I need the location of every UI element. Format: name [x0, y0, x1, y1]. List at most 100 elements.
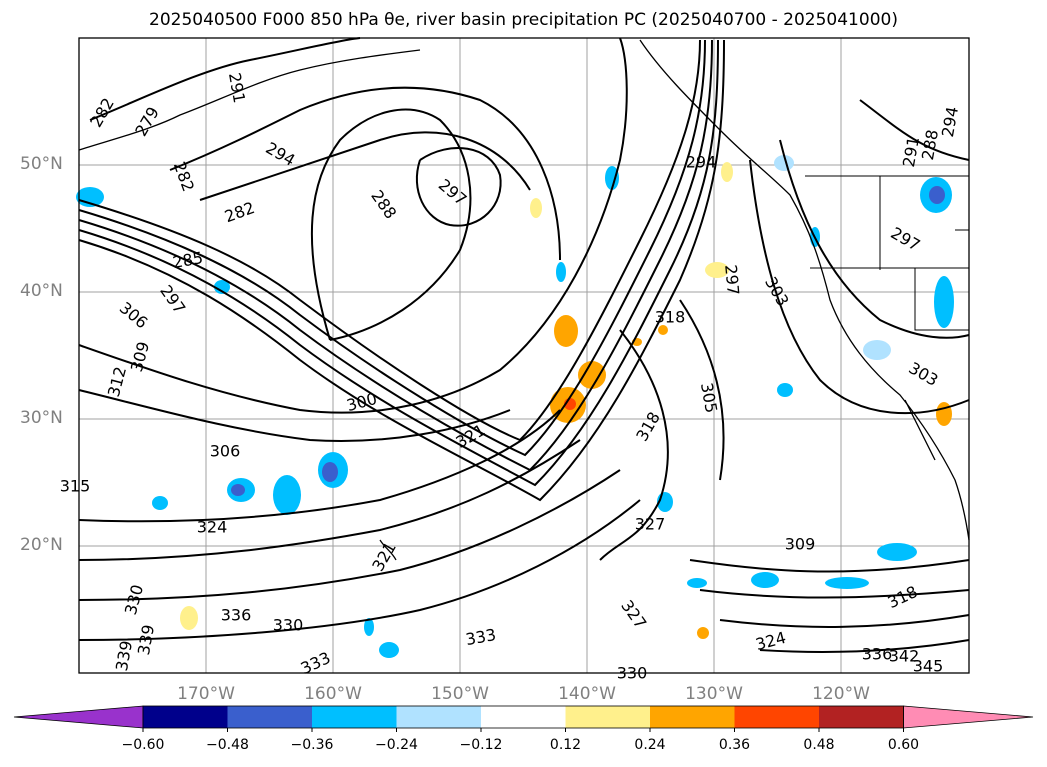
contour-label: 306 [210, 442, 241, 461]
colorbar-swatch [396, 706, 482, 728]
precip-anomaly-blob [705, 262, 729, 278]
colorbar-extend-min [13, 705, 144, 729]
colorbar-tick-label: −0.36 [290, 737, 334, 753]
state-border [914, 268, 969, 331]
colorbar-tick-label: 0.60 [887, 737, 920, 753]
contour-line [749, 159, 970, 415]
contour-line [89, 37, 361, 121]
precip-anomaly-blob [556, 262, 566, 282]
precip-anomaly-blob [273, 475, 301, 515]
lon-label: 150°W [431, 684, 489, 704]
baja-coast [904, 399, 936, 461]
precip-anomaly-blob [687, 578, 707, 588]
colorbar [13, 705, 1034, 732]
precip-anomaly-blob [578, 361, 606, 389]
colorbar-swatch [565, 706, 651, 728]
precip-anomaly-blob [777, 383, 793, 397]
precip-anomaly-blob [554, 315, 578, 347]
contour-line [78, 37, 628, 414]
precip-anomaly-blob [934, 276, 954, 328]
contour-line [199, 131, 531, 201]
precip-anomaly-blob [379, 642, 399, 658]
contour-label: 309 [785, 535, 816, 554]
west-coast-north-america [639, 39, 970, 541]
contour-line [78, 39, 701, 442]
precip-anomaly-blob [877, 543, 917, 561]
hawaii-coast [379, 539, 397, 561]
map-background [79, 38, 969, 673]
contour-label: 324 [197, 518, 228, 537]
contour-label: 294 [686, 153, 717, 172]
contour-line [78, 409, 561, 523]
colorbar-swatch [143, 706, 228, 728]
contour-label: 342 [889, 647, 920, 666]
lon-label: 130°W [685, 684, 743, 704]
colorbar-tick-label: 0.48 [803, 737, 835, 753]
contour-line [679, 299, 725, 481]
colorbar-tick-label: 0.36 [718, 737, 751, 753]
precip-anomaly-blob [721, 162, 733, 182]
contour-line [699, 589, 970, 599]
precip-anomaly-blob [936, 402, 952, 426]
contour-line [599, 329, 669, 561]
colorbar-extend-max [903, 705, 1034, 729]
contour-label: 336 [221, 606, 252, 625]
colorbar-swatch [819, 706, 904, 728]
aleutian-coast [78, 49, 421, 151]
contour-label: 330 [273, 616, 304, 635]
lat-label: 20°N [20, 535, 63, 555]
colorbar-tick-label: 0.24 [634, 737, 666, 753]
colorbar-tick-label: −0.24 [375, 737, 418, 753]
map-title: 2025040500 F000 850 hPa θe, river basin … [149, 10, 898, 30]
contour-line [78, 39, 706, 457]
contour-line [859, 99, 970, 161]
precip-anomaly-blob [863, 340, 891, 360]
map-panel: 282 2792912822942822972882852973063093123… [60, 37, 970, 683]
colorbar-swatch [734, 706, 820, 728]
coastline [78, 39, 970, 561]
contour-line [169, 86, 561, 261]
contour-line [689, 559, 970, 573]
precip-anomaly-blob [751, 572, 779, 588]
contour-line [78, 39, 719, 487]
contour-line [78, 469, 621, 601]
contour-line [779, 139, 970, 339]
precip-anomaly-blob [214, 280, 230, 294]
theta-e-contours [78, 37, 970, 653]
graticule [79, 38, 969, 673]
contour-line [78, 389, 511, 442]
contour-label: 315 [60, 477, 91, 496]
colorbar-tick-label: −0.60 [121, 737, 165, 753]
colorbar-swatch [481, 706, 566, 728]
lon-label: 170°W [177, 684, 235, 704]
lat-label: 40°N [20, 281, 63, 301]
lon-label: 160°W [304, 684, 362, 704]
precip-anomaly-blob [605, 166, 619, 190]
colorbar-tick-label: −0.48 [206, 737, 249, 753]
precip-anomaly-blob [658, 325, 668, 335]
contour-line [759, 639, 970, 653]
lon-label: 120°W [812, 684, 870, 704]
contour-label: 336 [862, 645, 893, 664]
contour-label: 297 [721, 264, 743, 296]
contour-line [78, 39, 725, 502]
precip-anomaly-blob [530, 198, 542, 218]
precip-anomaly-blob [364, 618, 374, 636]
precip-anomaly-blob [774, 155, 794, 171]
contour-line [719, 614, 970, 628]
contour-line [415, 147, 502, 227]
precip-anomaly-blob [929, 186, 945, 204]
lat-label: 50°N [20, 154, 63, 174]
precip-anomaly-blob [152, 496, 168, 510]
contour-label: 318 [655, 308, 686, 327]
contour-line [78, 439, 581, 561]
colorbar-swatch [650, 706, 735, 728]
political-borders [805, 175, 969, 331]
contour-line [78, 499, 641, 641]
precip-anomaly-blob [322, 462, 338, 482]
contour-label: 327 [635, 515, 666, 534]
contour-label: 345 [913, 657, 944, 676]
map-frame [78, 37, 970, 674]
colorbar-tick-label: −0.12 [459, 737, 503, 753]
